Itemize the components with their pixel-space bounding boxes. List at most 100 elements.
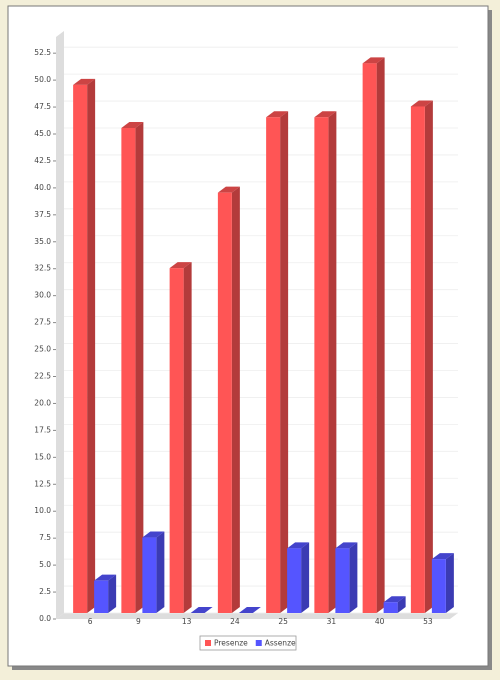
bar-side xyxy=(156,531,165,613)
bar xyxy=(410,100,433,613)
bar xyxy=(431,553,454,613)
bar-side xyxy=(183,262,192,613)
axis-wall xyxy=(56,31,64,619)
bar-top xyxy=(287,542,310,549)
bar-front xyxy=(142,537,157,613)
bar-top xyxy=(335,542,358,549)
bar-top xyxy=(217,186,240,193)
y-tick-label: 47.5 xyxy=(34,102,51,111)
bar-top xyxy=(73,78,96,85)
bar-front xyxy=(335,548,350,613)
y-tick-label: 22.5 xyxy=(34,372,51,381)
bar xyxy=(335,542,358,613)
bar-top xyxy=(238,607,261,613)
bar xyxy=(266,111,289,613)
bar-top xyxy=(121,122,144,128)
bar xyxy=(190,607,213,613)
bar-front xyxy=(431,559,446,613)
bar xyxy=(73,78,96,613)
bar-front xyxy=(362,63,377,614)
legend-label: Assenze xyxy=(265,639,296,648)
y-tick-label: 10.0 xyxy=(34,506,51,515)
bar-front xyxy=(383,602,398,613)
legend-swatch xyxy=(255,640,262,646)
bar-top xyxy=(266,111,289,118)
bar-front xyxy=(73,84,88,613)
x-tick-label: 24 xyxy=(230,617,240,626)
y-tick-label: 12.5 xyxy=(34,479,51,488)
bar-front xyxy=(217,192,232,613)
legend-box xyxy=(199,635,297,651)
axis-floor xyxy=(56,613,458,619)
bar-side xyxy=(376,57,385,614)
bar-front xyxy=(266,117,281,613)
bar-top xyxy=(431,553,454,560)
y-tick-label: 40.0 xyxy=(34,183,51,192)
bar-front xyxy=(169,268,184,613)
bar-side xyxy=(424,100,433,613)
y-tick-label: 32.5 xyxy=(34,264,51,273)
x-tick-label: 40 xyxy=(375,617,385,626)
y-tick-label: 25.0 xyxy=(34,345,51,354)
y-tick-label: 42.5 xyxy=(34,156,51,165)
y-tick-label: 35.0 xyxy=(34,237,51,246)
bar-front xyxy=(410,106,425,613)
bar-side xyxy=(445,553,454,613)
bar-side xyxy=(349,542,358,613)
y-tick-label: 50.0 xyxy=(34,75,51,84)
x-tick-label: 9 xyxy=(136,617,141,626)
bar xyxy=(362,57,385,614)
bar-side xyxy=(397,596,406,613)
bar-top xyxy=(190,607,213,613)
bar-side xyxy=(328,111,337,613)
bar xyxy=(238,607,261,613)
bar-side xyxy=(280,111,289,613)
bar xyxy=(314,111,337,613)
x-tick-label: 13 xyxy=(182,617,192,626)
legend-swatch xyxy=(205,640,211,646)
y-tick-label: 20.0 xyxy=(34,398,51,407)
x-tick-label: 53 xyxy=(423,617,433,626)
bar xyxy=(287,542,310,613)
bar-front xyxy=(94,580,109,613)
y-tick-label: 30.0 xyxy=(34,291,51,300)
bar-front xyxy=(287,548,302,613)
bar-top xyxy=(169,262,192,269)
bar-top xyxy=(383,596,406,603)
legend-label: Presenze xyxy=(214,639,248,648)
bar-side xyxy=(135,122,144,613)
bar-side xyxy=(231,186,240,613)
bar-top xyxy=(142,531,165,538)
bar-top xyxy=(362,57,385,64)
y-tick-label: 45.0 xyxy=(34,129,51,138)
y-tick-label: 52.5 xyxy=(34,48,51,57)
y-tick-label: 37.5 xyxy=(34,210,51,219)
bar xyxy=(217,186,240,613)
y-tick-label: 5.0 xyxy=(39,560,51,569)
legend: Presenze Assenze xyxy=(199,635,297,651)
bar-side xyxy=(301,542,310,613)
bar-side xyxy=(108,574,117,613)
bar-side xyxy=(87,78,96,613)
y-tick-label: 27.5 xyxy=(34,318,51,327)
y-tick-label: 17.5 xyxy=(34,425,51,434)
bar xyxy=(94,574,117,613)
bar-top xyxy=(314,111,337,118)
y-tick-label: 0.0 xyxy=(39,614,51,623)
bar-top xyxy=(94,574,117,581)
bar xyxy=(121,122,144,613)
y-tick-label: 2.5 xyxy=(39,587,51,596)
bar-front xyxy=(121,128,136,613)
bar xyxy=(142,531,165,613)
bar-top xyxy=(410,100,433,107)
x-tick-label: 25 xyxy=(278,617,288,626)
bar xyxy=(169,262,192,613)
x-tick-label: 31 xyxy=(327,617,337,626)
bar-front xyxy=(314,117,329,613)
bar xyxy=(383,596,406,613)
x-tick-label: 6 xyxy=(88,617,93,626)
y-tick-label: 7.5 xyxy=(39,533,51,542)
y-tick-label: 15.0 xyxy=(34,452,51,461)
